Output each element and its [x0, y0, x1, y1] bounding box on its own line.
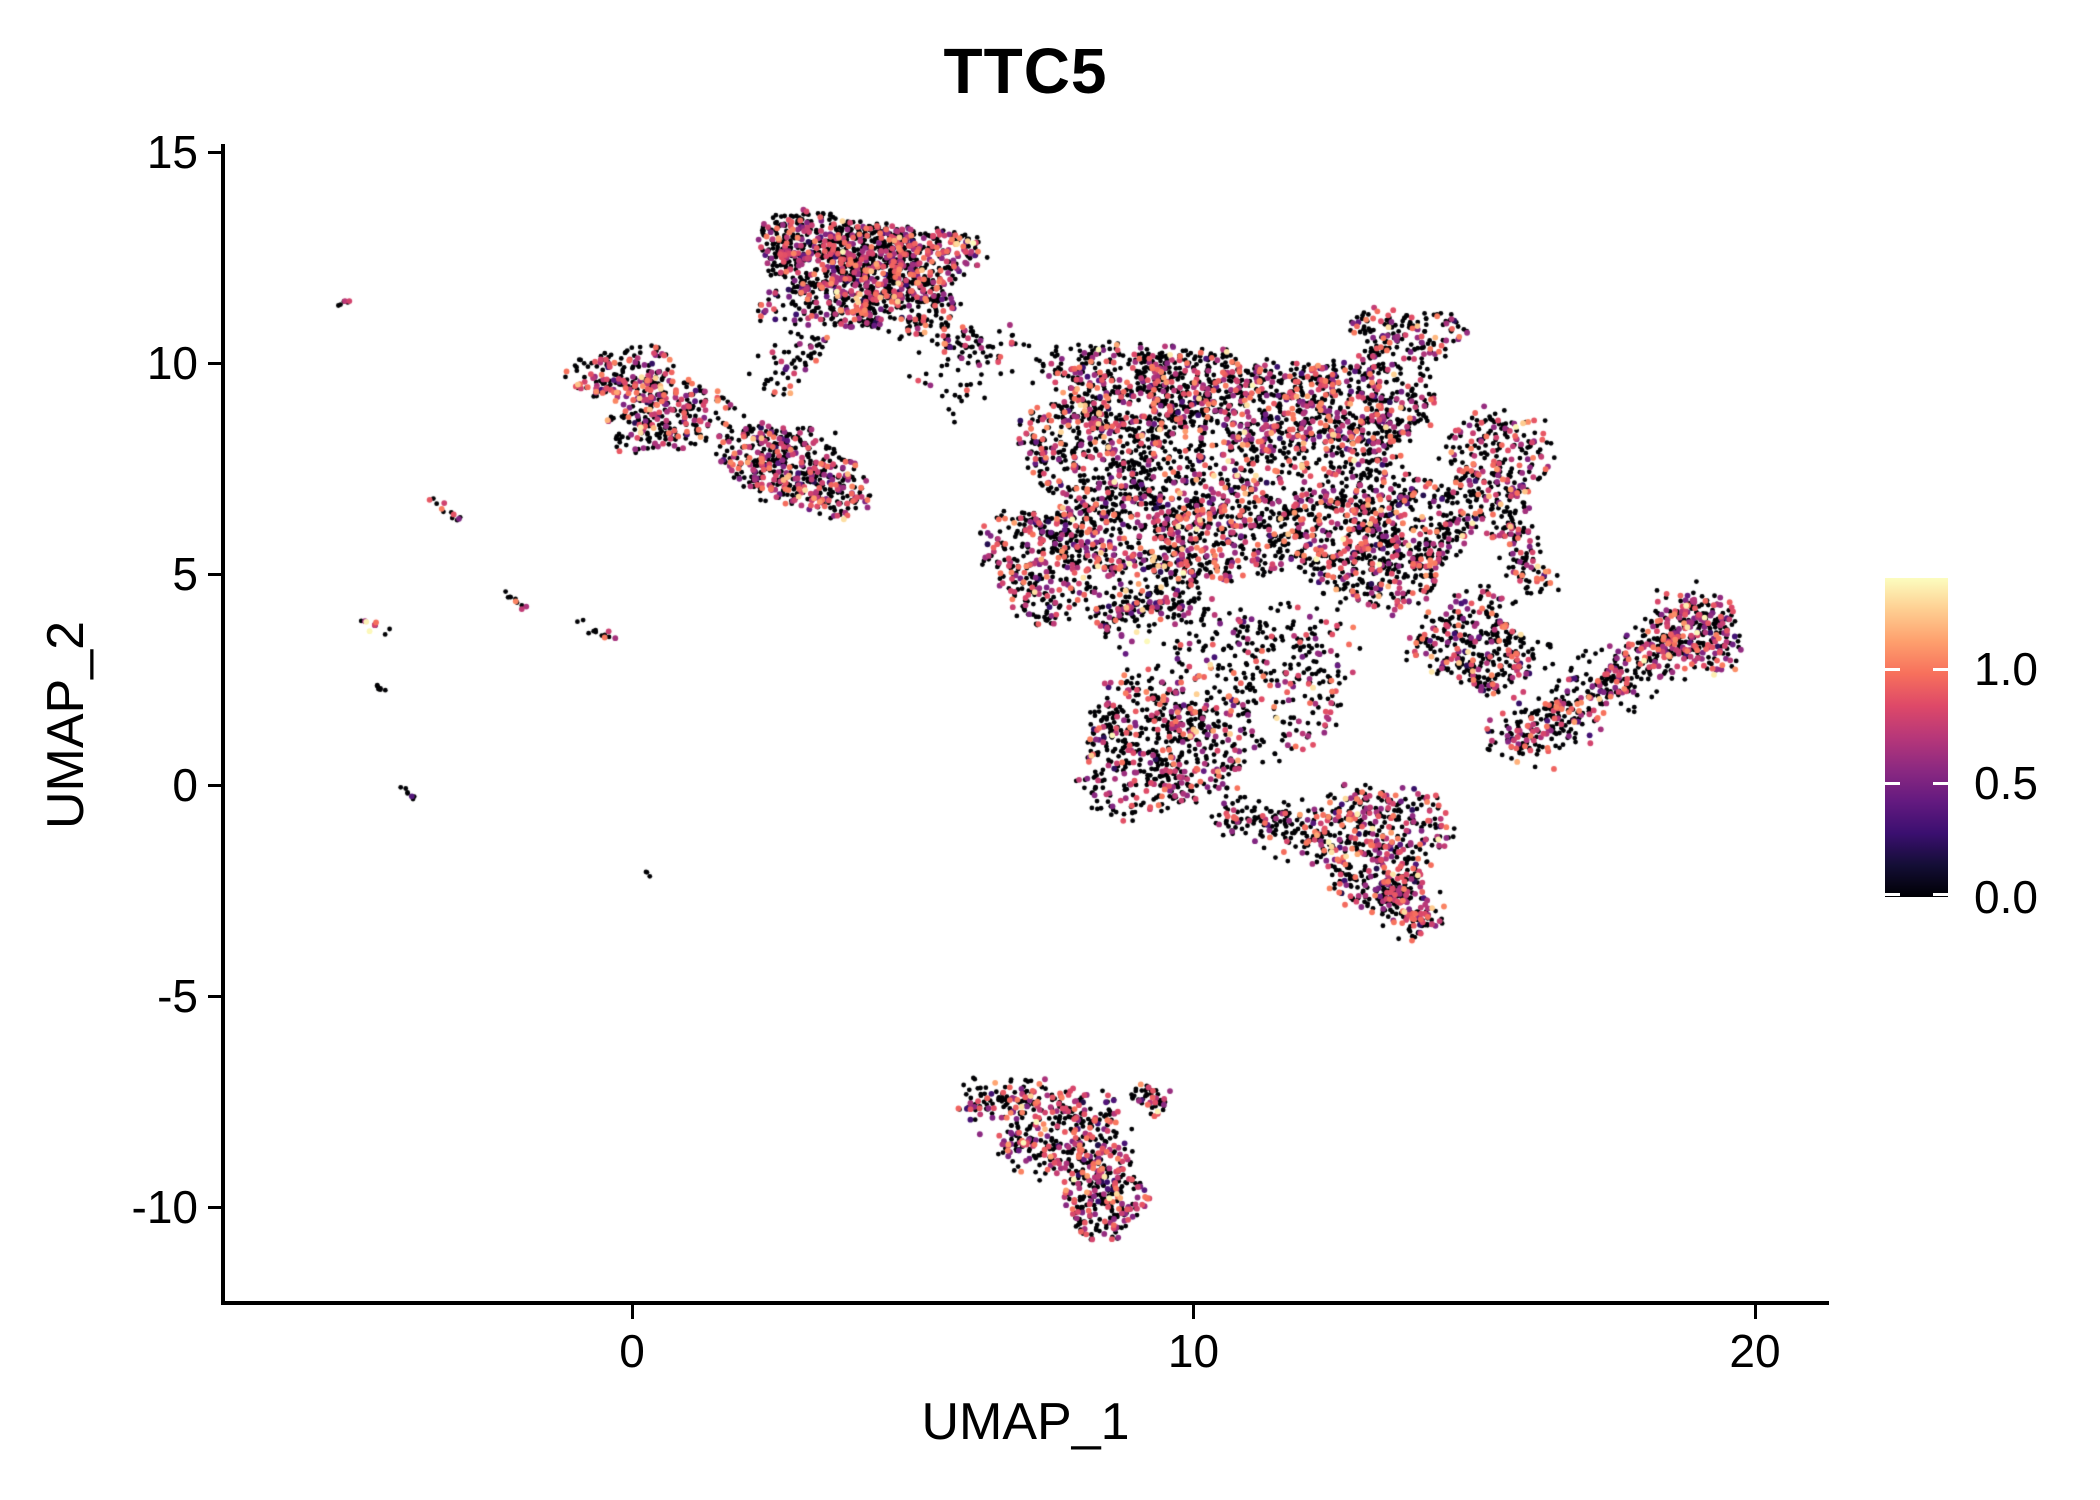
y-tick-mark — [208, 994, 222, 998]
colorbar-tick-mark — [1933, 667, 1948, 671]
x-axis-line — [221, 1301, 1829, 1305]
y-tick-label: 15 — [146, 126, 198, 178]
y-tick-mark — [208, 572, 222, 576]
y-tick-label: 0 — [172, 759, 198, 811]
y-tick-label: 5 — [172, 548, 198, 600]
colorbar-tick-mark — [1933, 781, 1948, 785]
x-tick-mark — [630, 1305, 634, 1319]
y-tick-mark — [208, 150, 222, 154]
colorbar-tick-mark — [1885, 892, 1900, 896]
y-tick-mark — [208, 1205, 222, 1209]
x-tick-label: 0 — [619, 1325, 645, 1377]
y-tick-mark — [208, 783, 222, 787]
colorbar-tick-label: 1.0 — [1974, 643, 2038, 696]
colorbar-tick-mark — [1933, 892, 1948, 896]
plot-title: TTC5 — [943, 35, 1108, 107]
x-tick-mark — [1753, 1305, 1757, 1319]
x-tick-mark — [1192, 1305, 1195, 1319]
x-axis-title: UMAP_1 — [921, 1393, 1130, 1451]
y-tick-label: -10 — [131, 1181, 198, 1233]
colorbar-tick-mark — [1885, 781, 1900, 785]
y-tick-label: 10 — [146, 337, 198, 389]
colorbar-gradient — [1885, 578, 1948, 897]
colorbar-tick-mark — [1885, 667, 1900, 671]
y-tick-mark — [208, 361, 222, 365]
y-tick-label: -5 — [157, 970, 198, 1022]
colorbar-tick-label: 0.5 — [1974, 757, 2038, 810]
x-tick-label: 10 — [1167, 1325, 1220, 1377]
y-axis-title: UMAP_2 — [37, 620, 95, 830]
x-tick-label: 20 — [1729, 1325, 1781, 1377]
colorbar-tick-label: 0.0 — [1974, 871, 2038, 923]
y-axis-line — [221, 144, 225, 1305]
